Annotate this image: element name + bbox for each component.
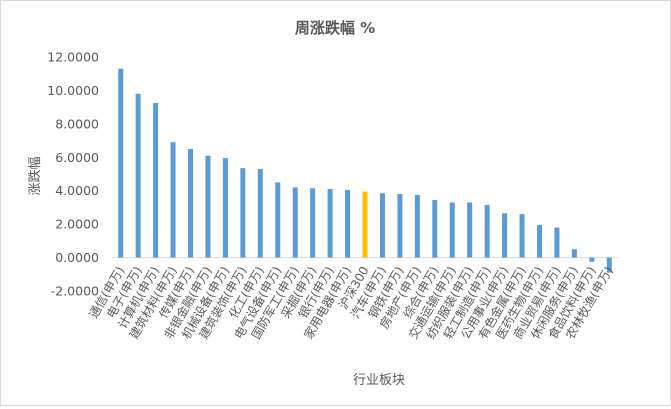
y-axis-title: 涨跌幅 — [27, 156, 43, 195]
x-axis-title: 行业板块 — [353, 373, 405, 388]
bar — [536, 224, 542, 258]
bar — [310, 188, 316, 258]
y-tick-label: 6.0000 — [55, 150, 99, 165]
y-tick-label: 10.0000 — [47, 83, 99, 98]
bar — [135, 93, 141, 258]
bar — [118, 68, 124, 258]
bar — [414, 194, 420, 258]
bar — [327, 189, 333, 258]
bar — [432, 199, 438, 258]
bar — [502, 213, 508, 258]
bar — [205, 155, 211, 258]
y-tick-label: 12.0000 — [47, 50, 99, 65]
y-tick-label: 8.0000 — [55, 116, 99, 131]
bar — [153, 102, 159, 258]
bar — [170, 142, 176, 258]
y-tick-label: 2.0000 — [55, 217, 99, 232]
bar — [240, 168, 246, 258]
bar — [606, 257, 612, 273]
bar — [362, 191, 368, 258]
y-tick-label: 4.0000 — [55, 183, 99, 198]
bar — [449, 202, 455, 258]
bar — [397, 194, 403, 258]
bar-series — [118, 68, 612, 273]
bar — [275, 182, 281, 258]
bar — [345, 189, 351, 258]
bar — [519, 214, 525, 258]
bar — [554, 227, 560, 258]
bar — [188, 148, 194, 258]
bar — [571, 249, 577, 258]
bar — [467, 202, 473, 258]
bar — [257, 168, 263, 258]
y-tick-label: -2.0000 — [51, 284, 99, 299]
bar — [484, 204, 490, 258]
bar — [292, 187, 298, 258]
bar — [379, 193, 385, 258]
bar — [222, 158, 228, 258]
y-axis: 12.0000 10.0000 8.0000 6.0000 4.0000 2.0000 0.… — [47, 50, 99, 299]
chart-title: 周涨跌幅 % — [295, 19, 375, 37]
x-axis: 通信(申万)电子(申万)计算机(申万)建筑材料(申万)传媒(申万)非银金融(申万… — [87, 264, 616, 342]
bar — [589, 257, 595, 262]
y-tick-label: 0.0000 — [55, 250, 99, 265]
